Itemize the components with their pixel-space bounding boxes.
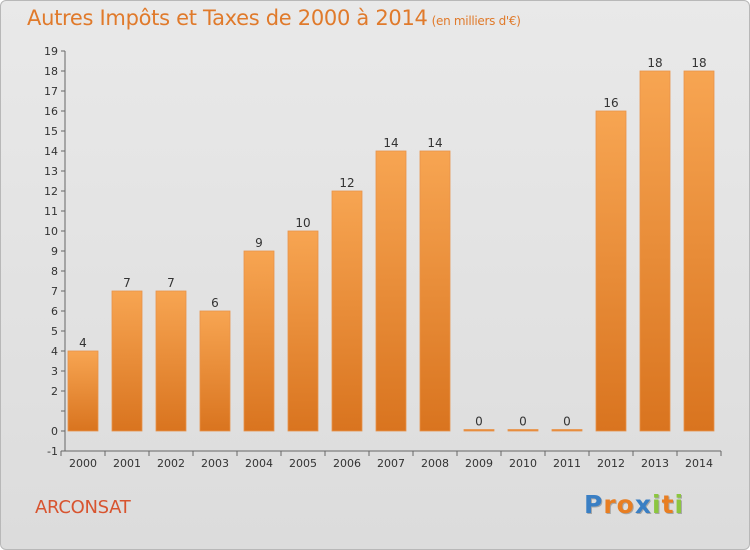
y-tick-label: 0 — [51, 425, 58, 438]
x-tick-label: 2013 — [641, 457, 669, 470]
bar-2005 — [287, 230, 319, 432]
logo-letter: o — [616, 490, 635, 519]
x-tick-label: 2003 — [201, 457, 229, 470]
x-tick-label: 2009 — [465, 457, 493, 470]
bar-value-label: 14 — [427, 136, 442, 150]
x-tick-label: 2011 — [553, 457, 581, 470]
chart-subtitle: (en milliers d'€) — [431, 14, 521, 28]
y-tick-label: 11 — [44, 205, 58, 218]
y-tick-label: 13 — [44, 165, 58, 178]
bar-2008 — [419, 150, 451, 432]
y-tick-label: 4 — [51, 345, 58, 358]
chart-axes: -1 0 2 3 4 5 6 7 8 9 10 11 12 13 14 15 16 17 18 19 2000 2001 2… — [44, 45, 722, 470]
bar-2007 — [375, 150, 407, 432]
bar-value-label: 9 — [255, 236, 263, 250]
logo-letter: x — [634, 490, 652, 519]
logo-letter: t — [661, 490, 675, 519]
y-tick-label: 5 — [51, 325, 58, 338]
y-tick-label: 16 — [44, 105, 58, 118]
y-tick-label: 2 — [51, 385, 58, 398]
bar-2009 — [463, 429, 495, 432]
bar-2003 — [199, 310, 231, 432]
bar-value-label: 7 — [123, 276, 131, 290]
chart-bars: 4 7 7 6 9 10 12 14 14 0 0 0 16 18 18 — [67, 56, 715, 432]
bar-value-label: 14 — [383, 136, 398, 150]
y-tick-label: 17 — [44, 85, 58, 98]
y-tick-label: 9 — [51, 245, 58, 258]
x-tick-label: 2010 — [509, 457, 537, 470]
x-tick-label: 2012 — [597, 457, 625, 470]
bar-value-label: 18 — [691, 56, 706, 70]
bar-value-label: 4 — [79, 336, 87, 350]
proxiti-logo[interactable]: Proxiti — [584, 490, 684, 519]
logo-letter: r — [603, 490, 617, 519]
y-tick-label: 8 — [51, 265, 58, 278]
y-tick-label: 7 — [51, 285, 58, 298]
x-tick-label: 2008 — [421, 457, 449, 470]
bar-value-label: 0 — [475, 415, 483, 429]
bar-2010 — [507, 429, 539, 432]
bar-2012 — [595, 110, 627, 432]
x-tick-label: 2006 — [333, 457, 361, 470]
bar-value-label: 16 — [603, 96, 618, 110]
x-tick-label: 2005 — [289, 457, 317, 470]
bar-value-label: 0 — [519, 415, 527, 429]
logo-letter: P — [584, 490, 604, 519]
y-tick-label: 18 — [44, 65, 58, 78]
bar-2013 — [639, 70, 671, 432]
y-tick-label: 3 — [51, 365, 58, 378]
bar-2014 — [683, 70, 715, 432]
bar-2006 — [331, 190, 363, 432]
y-tick-label: 14 — [44, 145, 58, 158]
y-tick-label: 19 — [44, 45, 58, 58]
y-tick-label: -1 — [47, 445, 58, 458]
chart-title-text: Autres Impôts et Taxes de 2000 à 2014 — [27, 6, 428, 30]
x-tick-label: 2001 — [113, 457, 141, 470]
logo-letter: i — [674, 490, 685, 519]
chart-title: Autres Impôts et Taxes de 2000 à 2014 (en… — [27, 6, 521, 30]
commune-name: ARCONSAT — [35, 497, 131, 518]
y-tick-label: 6 — [51, 305, 58, 318]
bar-value-label: 7 — [167, 276, 175, 290]
bar-value-label: 10 — [295, 216, 310, 230]
x-tick-label: 2004 — [245, 457, 273, 470]
x-tick-label: 2002 — [157, 457, 185, 470]
y-tick-label: 12 — [44, 185, 58, 198]
x-tick-label: 2014 — [685, 457, 713, 470]
bar-2011 — [551, 429, 583, 432]
bar-value-label: 6 — [211, 296, 219, 310]
bar-value-label: 0 — [563, 415, 571, 429]
bar-2002 — [155, 290, 187, 432]
x-tick-label: 2007 — [377, 457, 405, 470]
bar-value-label: 12 — [339, 176, 354, 190]
bar-2004 — [243, 250, 275, 432]
logo-letter: i — [652, 490, 662, 519]
y-tick-label: 10 — [44, 225, 58, 238]
bar-2000 — [67, 350, 99, 432]
bar-2001 — [111, 290, 143, 432]
x-tick-label: 2000 — [69, 457, 97, 470]
y-tick-label: 15 — [44, 125, 58, 138]
bar-value-label: 18 — [647, 56, 662, 70]
